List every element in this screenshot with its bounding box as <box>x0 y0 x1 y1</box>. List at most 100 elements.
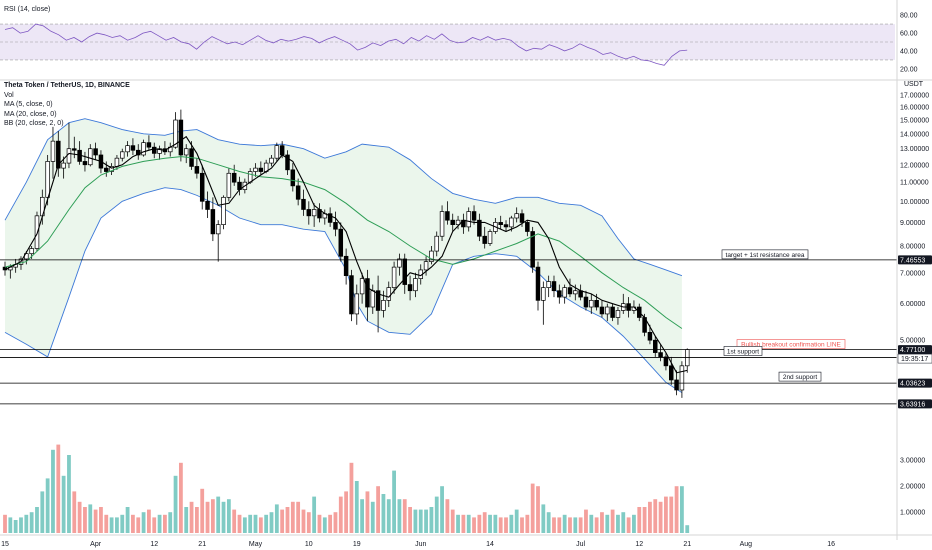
candle-body[interactable] <box>668 365 674 381</box>
candle-body[interactable] <box>301 198 306 210</box>
candle-body[interactable] <box>114 157 120 167</box>
horizontal-lines[interactable]: target + 1st resistance area Bullish brea… <box>0 249 897 405</box>
candle-body[interactable] <box>583 296 589 308</box>
candle-body[interactable] <box>514 213 519 219</box>
candle-body[interactable] <box>210 209 216 235</box>
candle-body[interactable] <box>343 255 349 276</box>
candle-body[interactable] <box>482 235 487 244</box>
candle-body[interactable] <box>221 196 226 225</box>
label-1st-support[interactable]: 1st support <box>723 346 763 356</box>
candle-body[interactable] <box>413 278 418 292</box>
candle-body[interactable] <box>226 172 232 198</box>
candle-body[interactable] <box>375 290 381 311</box>
candle-body[interactable] <box>290 169 296 187</box>
candle-body[interactable] <box>338 228 344 257</box>
candle-body[interactable] <box>589 299 594 308</box>
candle-body[interactable] <box>439 211 445 237</box>
candle-body[interactable] <box>605 306 610 315</box>
candle-body[interactable] <box>567 287 573 295</box>
candle-body[interactable] <box>365 278 370 308</box>
candle-body[interactable] <box>407 284 413 292</box>
candle-body[interactable] <box>82 161 88 166</box>
candle-body[interactable] <box>658 352 663 358</box>
candle-body[interactable] <box>45 161 50 198</box>
candle-body[interactable] <box>274 145 280 159</box>
candle-body[interactable] <box>610 306 615 318</box>
candle-body[interactable] <box>258 167 264 172</box>
candle-body[interactable] <box>327 213 333 223</box>
candle-body[interactable] <box>509 217 514 228</box>
candle-body[interactable] <box>381 299 386 311</box>
candle-body[interactable] <box>535 266 541 301</box>
candle-body[interactable] <box>109 166 114 172</box>
candle-body[interactable] <box>205 200 210 210</box>
candle-body[interactable] <box>295 185 301 200</box>
candle-body[interactable] <box>674 379 679 391</box>
candle-body[interactable] <box>333 222 338 230</box>
candle-body[interactable] <box>647 331 653 341</box>
candle-body[interactable] <box>136 149 141 156</box>
candle-body[interactable] <box>178 119 184 156</box>
candle-body[interactable] <box>386 287 392 301</box>
candle-body[interactable] <box>530 231 535 268</box>
candle-body[interactable] <box>663 356 669 367</box>
candle-body[interactable] <box>61 162 66 169</box>
candle-body[interactable] <box>56 140 61 169</box>
label-bullish-breakout[interactable]: Bullish breakout confirmation LINE <box>736 339 846 349</box>
candle-body[interactable] <box>370 290 376 308</box>
candle-body[interactable] <box>423 261 429 271</box>
candle-body[interactable] <box>397 258 402 268</box>
candle-body[interactable] <box>231 172 237 183</box>
candle-body[interactable] <box>402 258 408 285</box>
candle-body[interactable] <box>125 145 130 153</box>
candle-body[interactable] <box>141 142 146 156</box>
candle-body[interactable] <box>279 145 285 156</box>
candle-body[interactable] <box>311 209 317 217</box>
candle-body[interactable] <box>573 290 578 295</box>
candle-body[interactable] <box>450 219 455 225</box>
candle-body[interactable] <box>541 287 546 301</box>
candle-body[interactable] <box>130 145 136 151</box>
candle-body[interactable] <box>306 209 312 217</box>
candle-body[interactable] <box>29 248 34 255</box>
candle-body[interactable] <box>551 281 557 292</box>
candle-body[interactable] <box>215 224 221 235</box>
candle-body[interactable] <box>503 224 509 228</box>
candle-body[interactable] <box>498 222 503 225</box>
candle-body[interactable] <box>88 148 93 166</box>
candle-body[interactable] <box>594 299 599 308</box>
candle-body[interactable] <box>653 339 658 353</box>
candle-body[interactable] <box>525 222 530 232</box>
time-axis[interactable]: 15 Apr 12 21 May 10 19 Jun 14 Jul 12 21 Aug 16 <box>0 534 932 548</box>
candle-body[interactable] <box>391 266 397 288</box>
candle-body[interactable] <box>50 140 56 162</box>
candle-body[interactable] <box>599 306 605 315</box>
candle-body[interactable] <box>477 219 482 237</box>
candle-body[interactable] <box>253 167 258 172</box>
candle-body[interactable] <box>120 151 125 159</box>
candle-body[interactable] <box>183 148 189 156</box>
candle-body[interactable] <box>455 219 461 225</box>
candle-body[interactable] <box>349 275 354 315</box>
candle-body[interactable] <box>151 146 157 154</box>
candle-body[interactable] <box>194 166 200 174</box>
candle-body[interactable] <box>66 148 72 164</box>
candle-body[interactable] <box>72 148 77 151</box>
candle-body[interactable] <box>562 287 567 298</box>
candle-body[interactable] <box>615 310 621 318</box>
candle-body[interactable] <box>354 293 360 315</box>
candle-body[interactable] <box>471 211 477 221</box>
label-target-resistance[interactable]: target + 1st resistance area <box>721 249 809 260</box>
candle-body[interactable] <box>173 119 178 148</box>
candle-body[interactable] <box>519 213 525 223</box>
candle-body[interactable] <box>466 211 471 228</box>
candle-body[interactable] <box>93 148 98 156</box>
candle-body[interactable] <box>546 281 551 288</box>
candle-body[interactable] <box>157 148 162 154</box>
candle-body[interactable] <box>434 235 439 252</box>
candle-body[interactable] <box>429 250 434 262</box>
candle-body[interactable] <box>557 290 562 298</box>
candle-body[interactable] <box>199 172 205 202</box>
candle-body[interactable] <box>285 154 290 171</box>
